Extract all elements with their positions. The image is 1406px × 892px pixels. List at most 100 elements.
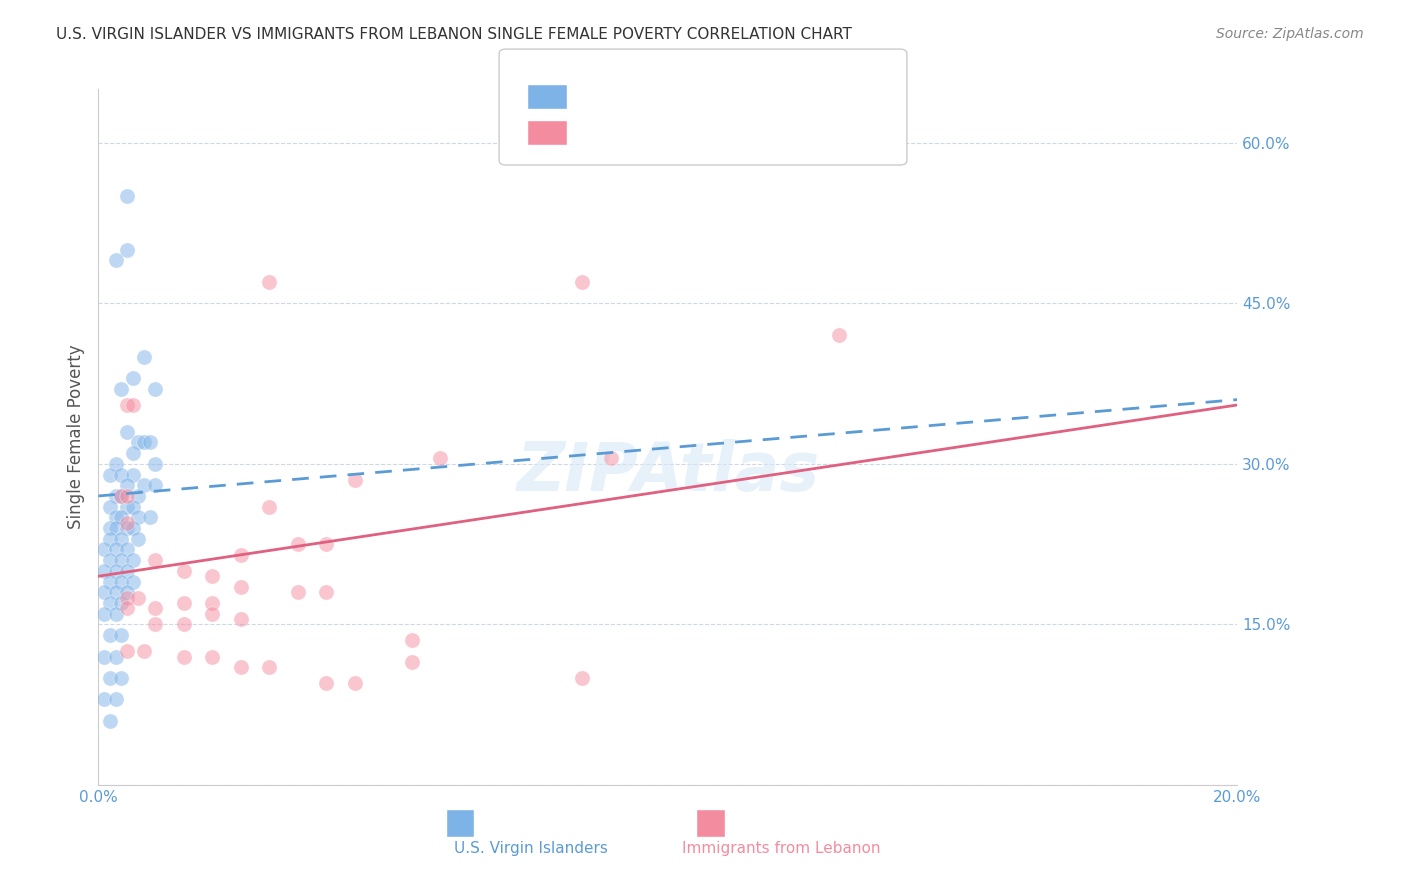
Point — [127, 510, 149, 524]
Point — [93, 585, 115, 599]
Point — [173, 617, 195, 632]
Point — [115, 542, 138, 557]
Point — [110, 489, 132, 503]
Point — [343, 676, 366, 690]
Point — [115, 500, 138, 514]
Point — [115, 521, 138, 535]
Point — [287, 537, 309, 551]
Point — [571, 671, 593, 685]
Point — [173, 649, 195, 664]
Point — [104, 649, 127, 664]
Point — [110, 574, 132, 589]
Point — [259, 660, 281, 674]
Point — [104, 253, 127, 268]
Point — [132, 478, 155, 492]
Point — [201, 607, 224, 621]
Point — [115, 489, 138, 503]
Point — [110, 382, 132, 396]
Point — [315, 537, 337, 551]
Point — [201, 596, 224, 610]
Point — [104, 585, 127, 599]
Point — [401, 655, 423, 669]
Point — [121, 371, 143, 385]
Point — [121, 398, 143, 412]
Point — [121, 467, 143, 482]
Point — [115, 189, 138, 203]
Point — [145, 457, 167, 471]
Point — [121, 446, 143, 460]
Point — [104, 489, 127, 503]
Point — [104, 607, 127, 621]
Point — [132, 644, 155, 658]
Point — [127, 435, 149, 450]
Point — [115, 243, 138, 257]
Point — [115, 591, 138, 605]
Point — [315, 585, 337, 599]
Point — [145, 617, 167, 632]
Text: ZIPAtlas: ZIPAtlas — [516, 439, 820, 505]
Point — [201, 569, 224, 583]
Point — [98, 714, 121, 728]
Point — [571, 275, 593, 289]
Y-axis label: Single Female Poverty: Single Female Poverty — [66, 345, 84, 529]
Point — [93, 649, 115, 664]
Text: R = 0.044   N = 65: R = 0.044 N = 65 — [576, 85, 734, 103]
Point — [127, 489, 149, 503]
Point — [600, 451, 623, 466]
Point — [115, 425, 138, 439]
Point — [121, 553, 143, 567]
Point — [828, 328, 851, 343]
Point — [229, 548, 252, 562]
Text: U.S. VIRGIN ISLANDER VS IMMIGRANTS FROM LEBANON SINGLE FEMALE POVERTY CORRELATIO: U.S. VIRGIN ISLANDER VS IMMIGRANTS FROM … — [56, 27, 852, 42]
Text: Immigrants from Lebanon: Immigrants from Lebanon — [682, 840, 882, 855]
Point — [98, 532, 121, 546]
Point — [115, 516, 138, 530]
Point — [145, 553, 167, 567]
Point — [145, 601, 167, 615]
Point — [104, 457, 127, 471]
Point — [115, 644, 138, 658]
Point — [98, 500, 121, 514]
Point — [138, 435, 160, 450]
Point — [110, 671, 132, 685]
Point — [121, 500, 143, 514]
Point — [132, 435, 155, 450]
Point — [104, 510, 127, 524]
Point — [98, 467, 121, 482]
Point — [229, 580, 252, 594]
Point — [110, 467, 132, 482]
Point — [259, 275, 281, 289]
Point — [98, 671, 121, 685]
Point — [127, 532, 149, 546]
Point — [110, 553, 132, 567]
Point — [110, 628, 132, 642]
Point — [98, 574, 121, 589]
Point — [115, 601, 138, 615]
Point — [93, 692, 115, 706]
Point — [121, 574, 143, 589]
Point — [229, 612, 252, 626]
Point — [229, 660, 252, 674]
Point — [132, 350, 155, 364]
Point — [93, 564, 115, 578]
Point — [110, 532, 132, 546]
Point — [145, 478, 167, 492]
Text: R = 0.347   N = 42: R = 0.347 N = 42 — [576, 120, 734, 138]
Point — [287, 585, 309, 599]
Bar — [696, 809, 725, 837]
Point — [104, 564, 127, 578]
Text: Source: ZipAtlas.com: Source: ZipAtlas.com — [1216, 27, 1364, 41]
Point — [115, 398, 138, 412]
Point — [401, 633, 423, 648]
Point — [121, 521, 143, 535]
Point — [98, 553, 121, 567]
Point — [104, 542, 127, 557]
Point — [115, 585, 138, 599]
Point — [110, 510, 132, 524]
Point — [315, 676, 337, 690]
Point — [98, 596, 121, 610]
Point — [259, 500, 281, 514]
Point — [173, 564, 195, 578]
Point — [343, 473, 366, 487]
Point — [110, 489, 132, 503]
